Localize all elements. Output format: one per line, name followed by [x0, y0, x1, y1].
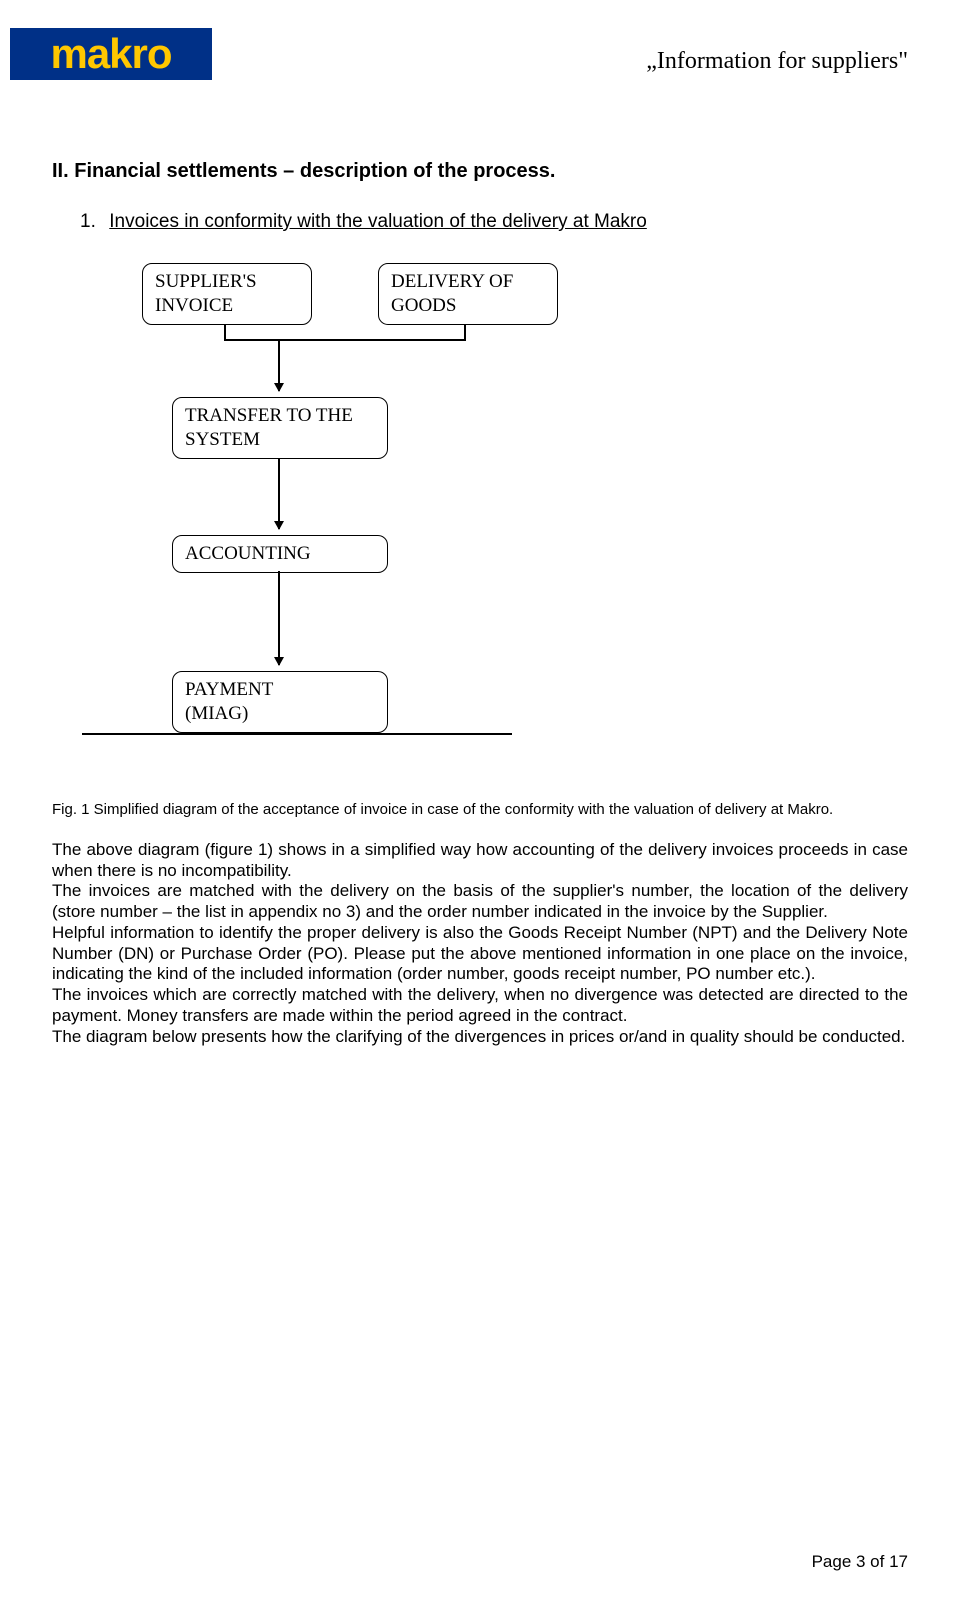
arrow-down: [278, 571, 280, 665]
node-text: INVOICE: [155, 295, 233, 316]
list-number: 1.: [80, 211, 104, 233]
header-title: „Information for suppliers": [646, 48, 908, 75]
node-text: DELIVERY OF: [391, 271, 513, 292]
section-title: II. Financial settlements – description …: [52, 160, 908, 183]
node-delivery-goods: DELIVERY OF GOODS: [378, 263, 558, 325]
connector-hbar: [224, 339, 466, 341]
page-header: makro „Information for suppliers": [0, 0, 960, 110]
node-accounting: ACCOUNTING: [172, 535, 388, 573]
connector-bottom-line: [82, 733, 512, 735]
connector-line: [464, 324, 466, 339]
node-text: GOODS: [391, 295, 456, 316]
node-text: SUPPLIER'S: [155, 271, 257, 292]
logo-text: makro: [50, 30, 171, 78]
page-content: II. Financial settlements – description …: [0, 110, 960, 1047]
makro-logo: makro: [10, 28, 212, 80]
node-text: SYSTEM: [185, 429, 260, 450]
node-text: PAYMENT: [185, 679, 273, 700]
arrow-down: [278, 339, 280, 391]
list-item-1: 1. Invoices in conformity with the valua…: [80, 211, 908, 233]
node-payment: PAYMENT (MIAG): [172, 671, 388, 733]
node-text: (MIAG): [185, 703, 248, 724]
connector-line: [224, 324, 226, 339]
arrow-down: [278, 458, 280, 529]
node-text: TRANSFER TO THE: [185, 405, 353, 426]
page-footer: Page 3 of 17: [812, 1552, 908, 1572]
node-text: ACCOUNTING: [185, 543, 311, 564]
figure-caption: Fig. 1 Simplified diagram of the accepta…: [52, 801, 908, 818]
node-supplier-invoice: SUPPLIER'S INVOICE: [142, 263, 312, 325]
node-transfer-system: TRANSFER TO THE SYSTEM: [172, 397, 388, 459]
flowchart: SUPPLIER'S INVOICE DELIVERY OF GOODS TRA…: [52, 253, 908, 793]
list-text: Invoices in conformity with the valuatio…: [109, 211, 647, 232]
body-text: The above diagram (figure 1) shows in a …: [52, 840, 908, 1047]
